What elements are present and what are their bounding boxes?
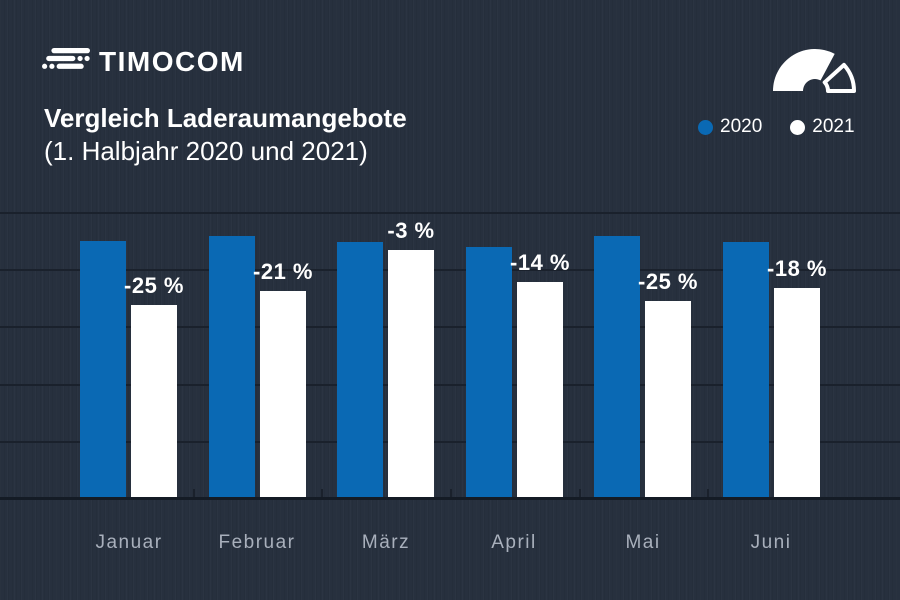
bar-2021-januar [131, 305, 177, 497]
chart-legend: 2020 2021 [698, 116, 855, 138]
x-axis-label-mai: Mai [625, 532, 661, 553]
chart-subtitle: (1. Halbjahr 2020 und 2021) [44, 136, 368, 166]
bar-2020-mai [594, 236, 640, 497]
bar-2021-april [517, 282, 563, 497]
bar-2021-juni [774, 288, 820, 497]
bar-value-label: -25 % [124, 273, 184, 298]
bar-value-label: -21 % [253, 259, 313, 284]
x-axis-label-märz: März [361, 532, 411, 553]
timocom-logo: TIMOCOM [42, 46, 245, 78]
speedometer-icon [770, 47, 858, 100]
chart-title: Vergleich Laderaumangebote [44, 103, 407, 133]
axis-tick [579, 489, 581, 497]
x-axis-label-februar: Februar [218, 532, 296, 553]
grid-line [0, 384, 900, 386]
timocom-road-icon [42, 48, 90, 76]
bar-value-label: -3 % [387, 218, 435, 243]
axis-tick [193, 489, 195, 497]
grid-line [0, 326, 900, 328]
legend-dot-2021 [790, 119, 806, 135]
grid-line [0, 269, 900, 271]
legend-label-2020: 2020 [720, 116, 763, 137]
legend-label-2021: 2021 [812, 116, 855, 137]
axis-tick [321, 489, 323, 497]
x-axis-label-juni: Juni [750, 532, 792, 553]
legend-item-2021: 2021 [790, 116, 855, 138]
grid-line [0, 441, 900, 443]
bar-value-label: -25 % [638, 269, 698, 294]
bar-2020-februar [209, 236, 255, 497]
bar-2020-märz [337, 242, 383, 497]
chart-title-block: Vergleich Laderaumangebote (1. Halbjahr … [44, 102, 407, 168]
x-axis-label-april: April [491, 532, 537, 553]
bar-2020-juni [723, 242, 769, 497]
axis-tick [450, 489, 452, 497]
x-axis-line [0, 497, 900, 500]
bar-2020-januar [80, 241, 126, 497]
logo-wordmark: TIMOCOM [99, 46, 245, 77]
grid-line [0, 212, 900, 214]
bar-2021-märz [388, 250, 434, 497]
legend-dot-2020 [698, 119, 713, 135]
bar-2021-mai [645, 301, 691, 497]
axis-tick [707, 489, 709, 497]
bar-value-label: -14 % [510, 250, 570, 275]
bar-2021-februar [260, 291, 306, 497]
bar-2020-april [466, 247, 512, 497]
legend-item-2020: 2020 [698, 116, 762, 138]
bar-value-label: -18 % [767, 256, 827, 281]
x-axis-label-januar: Januar [95, 532, 163, 553]
